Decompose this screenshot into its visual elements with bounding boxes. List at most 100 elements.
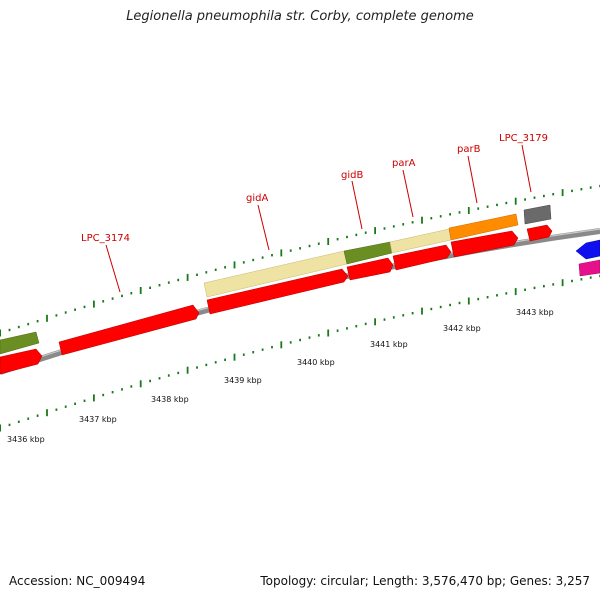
upper-minor-tick xyxy=(158,284,161,287)
upper-minor-tick xyxy=(121,294,123,298)
upper-major-tick xyxy=(374,227,376,235)
lower-minor-tick xyxy=(383,318,386,321)
lower-minor-tick xyxy=(158,377,161,380)
lower-tick-row xyxy=(0,274,600,432)
lower-major-tick xyxy=(280,341,283,349)
upper-minor-tick xyxy=(336,238,339,241)
upper-minor-tick xyxy=(83,305,86,309)
upper-minor-tick xyxy=(299,247,301,250)
upper-minor-tick xyxy=(111,297,114,300)
cds-arrow-gidA[interactable] xyxy=(206,268,349,315)
upper-minor-tick xyxy=(458,211,461,214)
upper-major-tick xyxy=(421,216,423,224)
upper-major-tick xyxy=(0,329,1,337)
lower-minor-tick xyxy=(242,353,245,356)
cds-arrow-gidB[interactable] xyxy=(346,257,394,281)
upper-minor-tick xyxy=(552,193,555,196)
upper-minor-tick xyxy=(430,217,433,220)
upper-minor-tick xyxy=(242,261,245,264)
upper-minor-tick xyxy=(355,233,358,237)
scale-label-3441: 3441 kbp xyxy=(370,340,408,349)
lower-minor-tick xyxy=(102,393,105,397)
gene-label-lpc3174[interactable]: LPC_3174 xyxy=(81,233,130,244)
label-line-parB xyxy=(467,155,478,204)
gene-label-parA[interactable]: parA xyxy=(392,158,416,169)
genome-backbone xyxy=(0,228,600,375)
lower-minor-tick xyxy=(533,286,536,290)
lower-minor-tick xyxy=(261,348,264,351)
feature-pink[interactable] xyxy=(578,259,600,277)
accession-text: Accession: NC_009494 xyxy=(9,574,146,588)
lower-minor-tick xyxy=(439,305,442,309)
upper-minor-tick xyxy=(289,249,292,252)
upper-major-tick xyxy=(561,189,564,197)
gene-label-parB[interactable]: parB xyxy=(457,144,481,155)
feature-left-olive[interactable] xyxy=(0,331,40,355)
scale-label-3443: 3443 kbp xyxy=(516,308,554,317)
label-line-gidA xyxy=(257,204,270,251)
upper-minor-tick xyxy=(224,266,226,269)
lower-minor-tick xyxy=(496,294,498,297)
upper-major-tick xyxy=(280,249,283,257)
lower-major-tick xyxy=(46,409,48,417)
upper-minor-tick xyxy=(533,196,536,199)
lower-minor-tick xyxy=(289,341,292,344)
cds-arrow-parB[interactable] xyxy=(450,230,519,258)
upper-minor-tick xyxy=(252,258,255,262)
gene-label-gidA[interactable]: gidA xyxy=(246,193,268,204)
cds-arrow-lpc3174[interactable] xyxy=(58,304,200,356)
lower-minor-tick xyxy=(308,336,311,339)
upper-minor-tick xyxy=(214,268,217,271)
cds-arrow-lpc3179[interactable] xyxy=(526,224,553,242)
upper-minor-tick xyxy=(55,314,58,317)
upper-tick-row xyxy=(0,184,600,337)
cds-arrow-parA[interactable] xyxy=(392,244,452,271)
scale-label-3439: 3439 kbp xyxy=(224,376,262,385)
lower-minor-tick xyxy=(149,379,151,383)
gene-labels: LPC_3174 gidA gidB parA parB LPC_3179 xyxy=(81,133,548,244)
gene-label-gidB[interactable]: gidB xyxy=(341,170,363,181)
upper-minor-tick xyxy=(27,322,30,326)
lower-minor-tick xyxy=(524,288,526,291)
feature-lpc3179[interactable] xyxy=(523,204,552,225)
lower-minor-tick xyxy=(392,316,395,319)
upper-minor-tick xyxy=(589,186,592,189)
lower-minor-tick xyxy=(214,361,217,364)
lower-minor-tick xyxy=(486,296,489,299)
lower-major-tick xyxy=(93,394,95,402)
upper-minor-tick xyxy=(317,242,320,245)
lower-major-tick xyxy=(374,318,376,326)
upper-minor-tick xyxy=(580,188,583,191)
lower-minor-tick xyxy=(121,388,123,391)
upper-minor-tick xyxy=(64,311,67,314)
upper-minor-tick xyxy=(74,308,76,311)
lower-minor-tick xyxy=(8,423,11,427)
lower-minor-tick xyxy=(458,301,461,305)
lower-major-tick xyxy=(561,279,564,287)
gene-label-lpc3179[interactable]: LPC_3179 xyxy=(499,133,548,144)
lower-minor-tick xyxy=(430,307,433,311)
feature-blue-dot[interactable] xyxy=(593,243,599,249)
lower-minor-tick xyxy=(36,414,39,417)
lower-major-tick xyxy=(186,366,189,374)
lower-minor-tick xyxy=(17,420,20,423)
upper-minor-tick xyxy=(543,194,545,198)
upper-minor-tick xyxy=(130,292,133,295)
lower-minor-tick xyxy=(449,303,451,307)
lower-minor-tick xyxy=(571,279,573,283)
lower-minor-tick xyxy=(27,417,30,420)
lower-minor-tick xyxy=(177,371,180,375)
lower-major-tick xyxy=(467,297,470,305)
cds-arrow-left[interactable] xyxy=(0,348,43,375)
upper-major-tick xyxy=(93,300,95,308)
lower-minor-tick xyxy=(336,329,339,332)
feature-parB[interactable] xyxy=(448,213,519,241)
feature-blue-arrow[interactable] xyxy=(575,239,600,260)
upper-major-tick xyxy=(233,261,236,269)
upper-major-tick xyxy=(46,314,48,322)
genome-summary-text: Topology: circular; Length: 3,576,470 bp… xyxy=(260,574,590,588)
upper-minor-tick xyxy=(36,320,39,323)
lower-minor-tick xyxy=(589,276,592,279)
forward-strand-features xyxy=(0,204,552,355)
